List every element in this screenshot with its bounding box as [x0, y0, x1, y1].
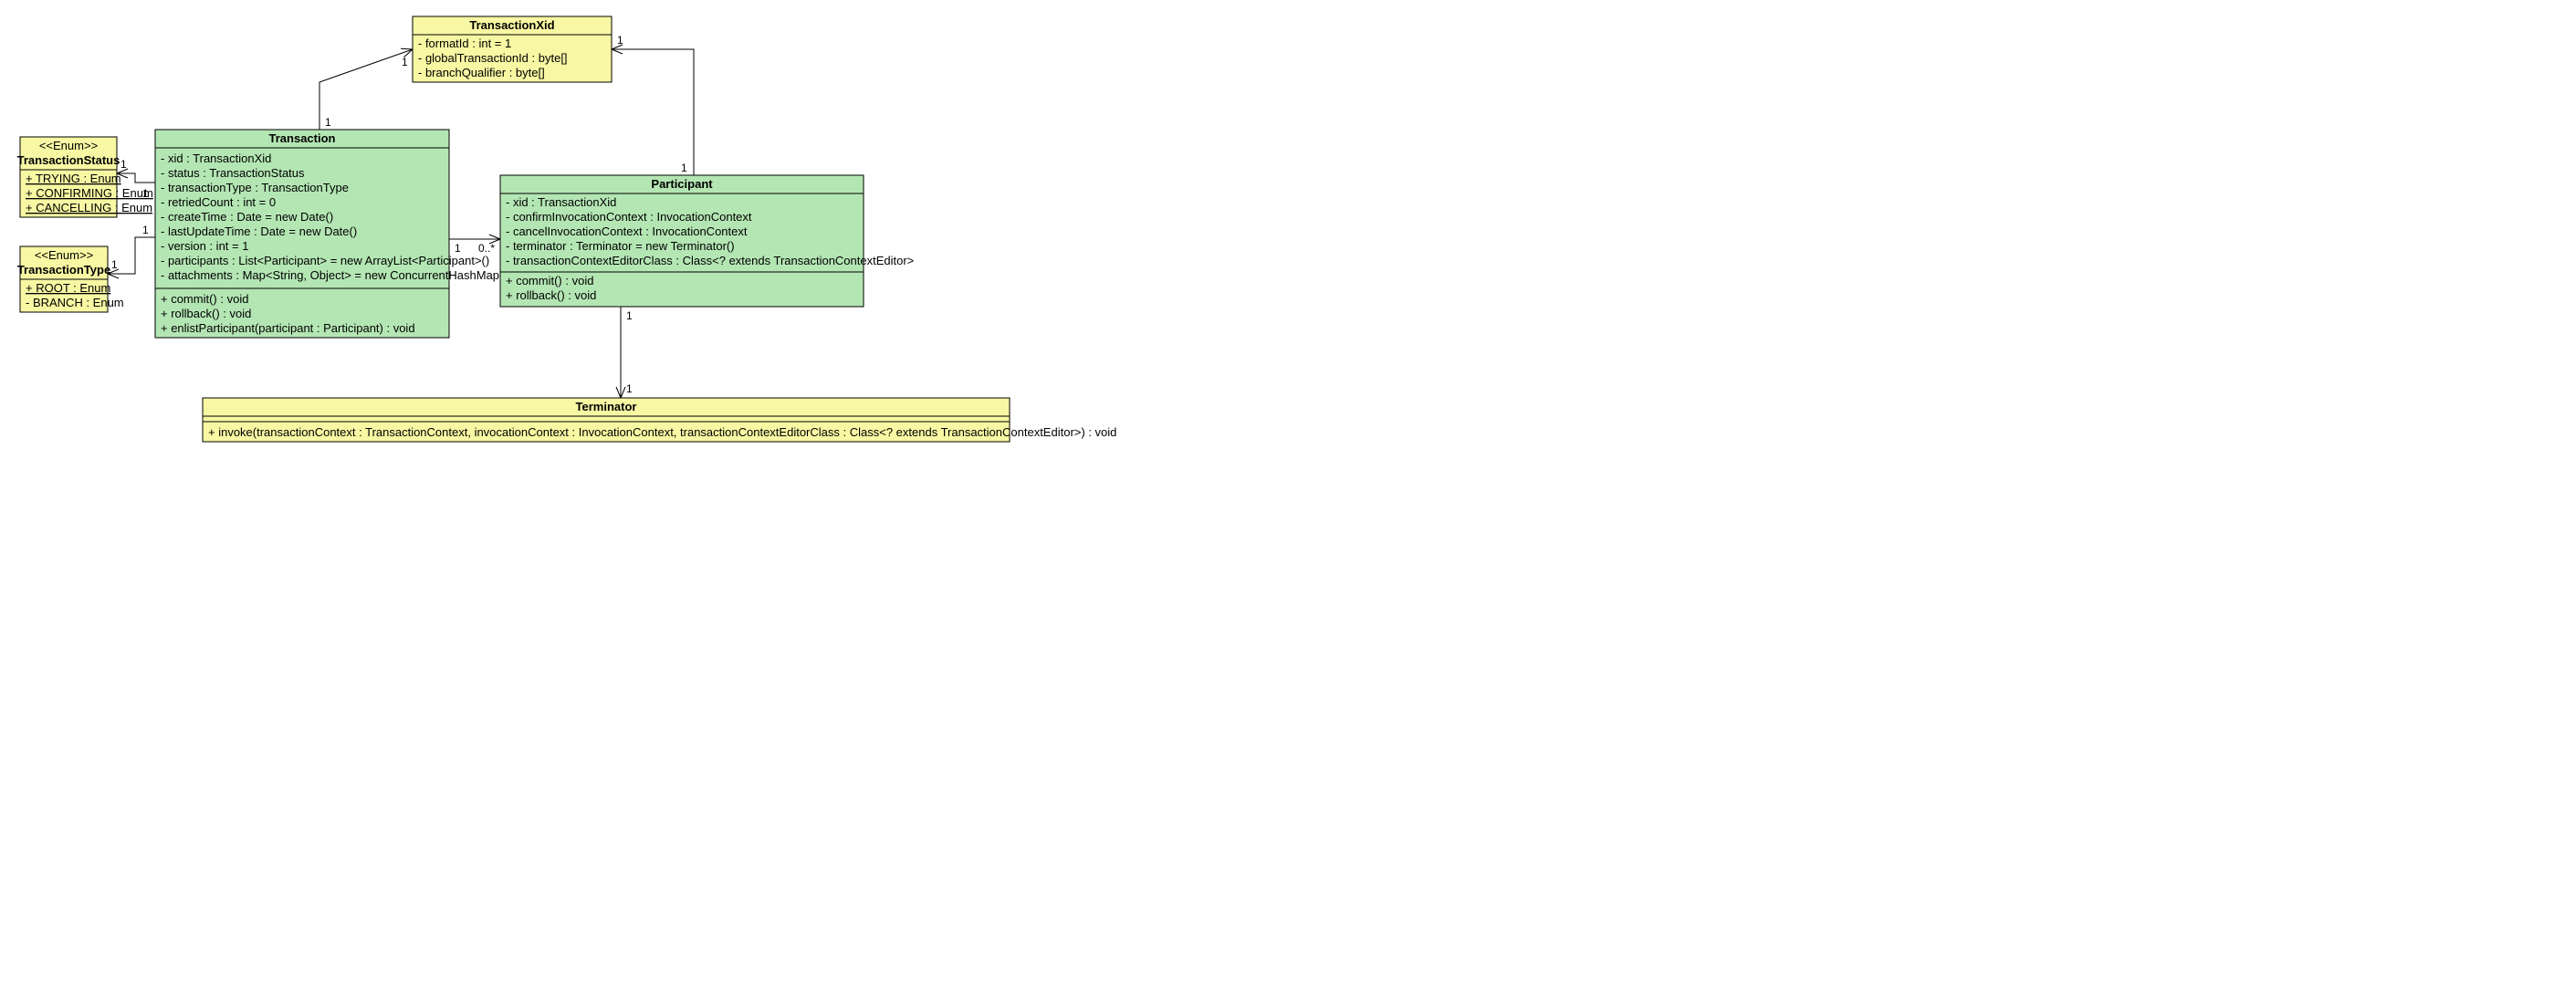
svg-text:- version : int = 1: - version : int = 1 [161, 239, 248, 253]
svg-text:- lastUpdateTime : Date = new: - lastUpdateTime : Date = new Date() [161, 225, 357, 238]
svg-text:- terminator : Terminator = ne: - terminator : Terminator = new Terminat… [506, 239, 735, 253]
class-terminator: Terminator + invoke(transactionContext :… [203, 398, 1116, 442]
edge-txn-status [117, 173, 155, 183]
svg-text:1: 1 [617, 34, 623, 47]
svg-text:1: 1 [455, 242, 461, 255]
svg-text:Transaction: Transaction [269, 131, 336, 145]
svg-text:- cancelInvocationContext : In: - cancelInvocationContext : InvocationCo… [506, 225, 748, 238]
title: TransactionXid [469, 18, 554, 32]
svg-text:1: 1 [142, 187, 149, 200]
svg-text:- xid : TransactionXid: - xid : TransactionXid [506, 195, 616, 209]
svg-text:1: 1 [626, 309, 633, 322]
svg-text:- status : TransactionStatus: - status : TransactionStatus [161, 166, 305, 180]
svg-text:- globalTransactionId : byte[]: - globalTransactionId : byte[] [418, 51, 568, 65]
svg-text:<<Enum>>: <<Enum>> [35, 248, 93, 262]
svg-text:1: 1 [681, 162, 687, 174]
svg-text:+ ROOT : Enum: + ROOT : Enum [26, 281, 110, 295]
svg-text:+ commit() : void: + commit() : void [161, 292, 248, 306]
svg-text:- createTime : Date = new Date: - createTime : Date = new Date() [161, 210, 333, 224]
svg-text:1: 1 [626, 382, 633, 395]
svg-text:- branchQualifier : byte[]: - branchQualifier : byte[] [418, 66, 545, 79]
svg-text:- participants : List<Particip: - participants : List<Participant> = new… [161, 254, 489, 267]
svg-text:Terminator: Terminator [576, 400, 637, 413]
svg-text:+ TRYING : Enum: + TRYING : Enum [26, 172, 121, 185]
svg-text:- xid : TransactionXid: - xid : TransactionXid [161, 151, 271, 165]
svg-text:+ CONFIRMING : Enum: + CONFIRMING : Enum [26, 186, 153, 200]
svg-text:1: 1 [142, 224, 149, 236]
svg-text:- BRANCH : Enum: - BRANCH : Enum [26, 296, 124, 309]
svg-text:1: 1 [402, 56, 408, 68]
svg-text:+ CANCELLING : Enum: + CANCELLING : Enum [26, 201, 152, 214]
edge-part-xid [612, 49, 694, 175]
svg-text:+ commit() : void: + commit() : void [506, 274, 593, 287]
svg-text:- confirmInvocationContext : I: - confirmInvocationContext : InvocationC… [506, 210, 752, 224]
svg-text:+ enlistParticipant(participan: + enlistParticipant(participant : Partic… [161, 321, 415, 335]
uml-diagram: TransactionXid - formatId : int = 1 - gl… [0, 0, 1387, 548]
svg-text:+ rollback() : void: + rollback() : void [161, 307, 251, 320]
svg-text:1: 1 [120, 158, 127, 171]
svg-text:+ rollback() : void: + rollback() : void [506, 288, 596, 302]
edge-txn-xid [319, 49, 413, 130]
svg-text:- transactionContextEditorClas: - transactionContextEditorClass : Class<… [506, 254, 914, 267]
class-participant: Participant - xid : TransactionXid - con… [500, 175, 914, 307]
svg-text:- retriedCount : int = 0: - retriedCount : int = 0 [161, 195, 276, 209]
class-transactionxid: TransactionXid - formatId : int = 1 - gl… [413, 16, 612, 82]
svg-text:TransactionStatus: TransactionStatus [17, 153, 120, 167]
svg-text:+ invoke(transactionContext :: + invoke(transactionContext : Transactio… [208, 425, 1116, 439]
class-transactiontype: <<Enum>> TransactionType + ROOT : Enum -… [17, 246, 124, 312]
svg-text:1: 1 [111, 258, 118, 271]
svg-text:Participant: Participant [651, 177, 713, 191]
svg-text:- formatId : int = 1: - formatId : int = 1 [418, 37, 511, 50]
svg-text:- transactionType : Transactio: - transactionType : TransactionType [161, 181, 349, 194]
svg-text:TransactionType: TransactionType [17, 263, 110, 277]
svg-text:0..*: 0..* [478, 242, 495, 255]
svg-text:1: 1 [325, 116, 331, 129]
class-transactionstatus: <<Enum>> TransactionStatus + TRYING : En… [17, 137, 153, 217]
svg-text:<<Enum>>: <<Enum>> [39, 139, 98, 152]
